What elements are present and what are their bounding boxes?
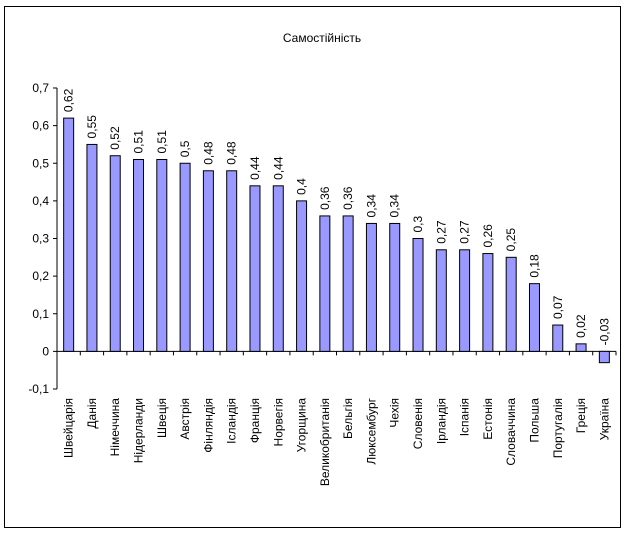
category-label: Естонія bbox=[481, 398, 495, 440]
bar bbox=[365, 222, 377, 352]
category-label: Нідерланди bbox=[132, 398, 146, 463]
data-label: 0,5 bbox=[178, 140, 192, 157]
category-label: Ісландія bbox=[225, 398, 239, 444]
bar bbox=[482, 253, 494, 352]
data-label: 0,62 bbox=[62, 88, 76, 112]
bar bbox=[86, 143, 98, 352]
data-label: 0,48 bbox=[225, 141, 239, 165]
data-label: 0,02 bbox=[574, 314, 588, 338]
bar bbox=[342, 215, 354, 352]
bar bbox=[528, 283, 540, 352]
data-label: 0,36 bbox=[341, 186, 355, 210]
data-label: 0,4 bbox=[295, 178, 309, 195]
data-label: -0,03 bbox=[597, 318, 611, 346]
bar bbox=[296, 200, 308, 352]
category-label: Чехія bbox=[388, 398, 402, 428]
y-tick-label: 0 bbox=[42, 344, 49, 358]
data-label: 0,3 bbox=[411, 215, 425, 232]
category-label: Франція bbox=[248, 398, 262, 443]
data-label: 0,34 bbox=[364, 194, 378, 218]
bar bbox=[249, 185, 261, 352]
bar bbox=[505, 256, 517, 352]
y-tick-label: 0,2 bbox=[32, 269, 49, 283]
chart-frame bbox=[4, 6, 621, 528]
y-tick-label: 0,6 bbox=[32, 119, 49, 133]
bar bbox=[412, 238, 424, 352]
bar bbox=[459, 249, 471, 352]
bar bbox=[598, 350, 610, 364]
category-label: Угорщина bbox=[295, 398, 309, 453]
category-label: Греція bbox=[574, 398, 588, 433]
data-label: 0,36 bbox=[318, 186, 332, 210]
bar bbox=[133, 158, 145, 352]
data-label: 0,44 bbox=[271, 156, 285, 180]
category-label: Ірландія bbox=[434, 398, 448, 444]
category-label: Австрія bbox=[178, 398, 192, 440]
data-label: 0,27 bbox=[434, 220, 448, 244]
y-tick-label: 0,1 bbox=[32, 307, 49, 321]
data-label: 0,07 bbox=[551, 295, 565, 319]
y-tick-label: 0,4 bbox=[32, 194, 49, 208]
category-label: Швеція bbox=[155, 398, 169, 438]
data-labels: 0,62 0,55 0,52 0,51 0,51 0,5 0,48 0,48 0,44 0,44 0… bbox=[62, 88, 612, 345]
y-tick-label: 0,3 bbox=[32, 232, 49, 246]
category-label: Швейцарія bbox=[62, 398, 76, 458]
data-label: 0,44 bbox=[248, 156, 262, 180]
data-label: 0,51 bbox=[132, 130, 146, 154]
chart-title: Самостійність bbox=[283, 31, 361, 45]
data-label: 0,51 bbox=[155, 130, 169, 154]
data-label: 0,27 bbox=[458, 220, 472, 244]
y-tick-label: 0,7 bbox=[32, 81, 49, 95]
bar bbox=[552, 324, 564, 352]
data-label: 0,34 bbox=[388, 194, 402, 218]
data-label: 0,52 bbox=[108, 126, 122, 150]
data-label: 0,55 bbox=[85, 115, 99, 139]
bar bbox=[63, 117, 75, 352]
category-label: Україна bbox=[597, 398, 611, 441]
category-label: Іспанія bbox=[458, 398, 472, 436]
category-label: Польша bbox=[527, 398, 541, 443]
category-label: Фінляндія bbox=[201, 398, 215, 453]
category-label: Португалія bbox=[551, 398, 565, 458]
bar bbox=[319, 215, 331, 352]
bars bbox=[63, 117, 610, 364]
bar bbox=[156, 158, 168, 352]
bar bbox=[272, 185, 284, 352]
bar bbox=[389, 222, 401, 352]
data-label: 0,18 bbox=[527, 254, 541, 278]
bar bbox=[109, 155, 121, 352]
category-label: Бельгія bbox=[341, 398, 355, 439]
category-label: Німеччина bbox=[108, 398, 122, 457]
bar bbox=[226, 170, 238, 352]
category-labels: Швейцарія Данія Німеччина Нідерланди Швеція А… bbox=[62, 397, 612, 486]
bar bbox=[202, 170, 214, 352]
data-label: 0,25 bbox=[504, 228, 518, 252]
bar bbox=[435, 249, 447, 352]
category-label: Великобританія bbox=[318, 398, 332, 486]
y-tick-label: -0,1 bbox=[28, 382, 49, 396]
y-tick-label: 0,5 bbox=[32, 156, 49, 170]
category-label: Словенія bbox=[411, 398, 425, 449]
category-label: Словаччина bbox=[504, 398, 518, 466]
data-label: 0,26 bbox=[481, 224, 495, 248]
bar bbox=[179, 162, 191, 352]
category-label: Люксембург bbox=[364, 397, 378, 464]
axes: -0,1 0 0,1 0,2 0,3 0,4 0,5 0,6 0,7 bbox=[28, 81, 617, 396]
bar bbox=[575, 343, 587, 352]
data-label: 0,48 bbox=[201, 141, 215, 165]
category-label: Данія bbox=[85, 398, 99, 429]
category-label: Норвегія bbox=[271, 398, 285, 446]
